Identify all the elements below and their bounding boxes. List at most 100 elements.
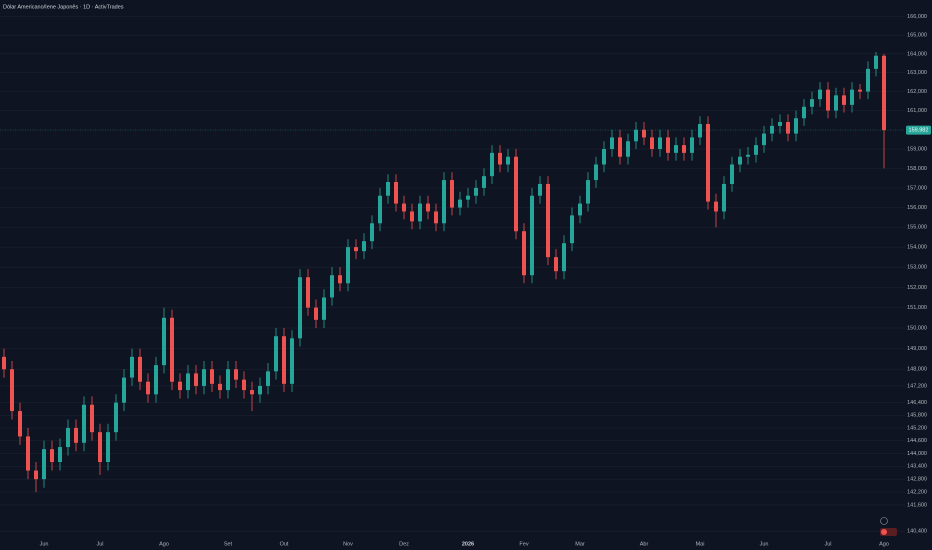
y-tick-label: 165,000 — [907, 33, 927, 39]
candle-body — [66, 427, 70, 448]
x-tick-label: Ago — [879, 541, 889, 547]
grid — [0, 16, 905, 532]
y-tick-label: 156,000 — [907, 205, 927, 211]
candle-body — [698, 123, 702, 138]
candle-body — [394, 182, 398, 204]
x-tick-label: Nov — [343, 541, 353, 547]
y-tick-label: 146,400 — [907, 400, 927, 406]
candle-body — [50, 449, 54, 462]
candle-body — [490, 152, 494, 177]
candle-body — [202, 369, 206, 386]
candle-body — [2, 356, 6, 370]
candle-body — [362, 241, 366, 252]
candle-body — [522, 231, 526, 276]
candle-body — [554, 257, 558, 272]
candle-body — [610, 137, 614, 149]
candle-body — [866, 68, 870, 92]
candle-body — [458, 199, 462, 208]
candle-body — [130, 356, 134, 378]
x-tick-label: Jul — [96, 541, 103, 547]
candle-body — [34, 470, 38, 480]
x-tick-label: 2026 — [462, 541, 474, 547]
y-tick-label: 157,000 — [907, 185, 927, 191]
candle-body — [410, 211, 414, 222]
candle-body — [378, 195, 382, 224]
y-tick-label: 153,000 — [907, 265, 927, 271]
y-tick-label: 141,600 — [907, 503, 927, 509]
candle-body — [794, 118, 798, 134]
price-axis: 166,000 165,000 164,000 163,000 162,000 161,0… — [40, 14, 931, 547]
y-tick-label: 152,000 — [907, 285, 927, 291]
x-tick-label: Jun — [40, 541, 49, 547]
alert-icon[interactable] — [880, 517, 888, 525]
y-tick-label: 143,400 — [907, 464, 927, 470]
x-tick-label: Ago — [159, 541, 169, 547]
last-price-tag — [906, 125, 931, 135]
y-tick-label: 145,800 — [907, 413, 927, 419]
y-tick-label: 159,000 — [907, 146, 927, 152]
candle-body — [658, 137, 662, 149]
candle-body — [290, 338, 294, 384]
candle-body — [338, 275, 342, 284]
candle-body — [826, 89, 830, 111]
y-tick-label: 142,200 — [907, 490, 927, 496]
candle-body — [474, 187, 478, 196]
candle-body — [186, 373, 190, 391]
y-tick-label: 144,000 — [907, 451, 927, 457]
candle-body — [810, 99, 814, 107]
candle-body — [250, 390, 254, 395]
candle-body — [666, 137, 670, 153]
y-tick-label: 151,000 — [907, 305, 927, 311]
candle-body — [858, 89, 862, 92]
candle-body — [242, 379, 246, 391]
candle-body — [722, 183, 726, 212]
candle-body — [682, 145, 686, 153]
y-tick-label: 144,600 — [907, 438, 927, 444]
candle-body — [618, 137, 622, 157]
y-tick-label: 147,200 — [907, 383, 927, 389]
candle-body — [586, 180, 590, 204]
y-tick-label: 166,000 — [907, 14, 927, 20]
candle-body — [306, 277, 310, 308]
candle-body — [194, 373, 198, 386]
candle-body — [418, 203, 422, 222]
candle-body — [786, 122, 790, 134]
candle-body — [746, 154, 750, 157]
x-tick-label: Mar — [575, 541, 585, 547]
candle-body — [226, 369, 230, 391]
chart-title: Dólar Americano/Iene Japonês · 1D · Acti… — [3, 4, 124, 10]
candle-body — [74, 427, 78, 443]
y-tick-label: 140,400 — [907, 529, 927, 535]
candle-body — [546, 183, 550, 258]
candle-body — [770, 125, 774, 134]
candle-body — [10, 369, 14, 412]
candle-body — [442, 180, 446, 224]
y-tick-label: 161,000 — [907, 108, 927, 114]
candle-body — [370, 223, 374, 242]
candle-body — [642, 129, 646, 138]
candle-body — [178, 381, 182, 391]
candle-body — [578, 203, 582, 216]
candle-body — [266, 371, 270, 386]
candle-body — [258, 385, 262, 395]
candle-body — [434, 211, 438, 224]
candle-body — [298, 277, 302, 339]
candle-body — [754, 145, 758, 155]
y-tick-label: 142,800 — [907, 477, 927, 483]
x-tick-label: Jun — [760, 541, 769, 547]
candle-body — [594, 164, 598, 181]
candle-body — [818, 89, 822, 100]
candle-body — [738, 156, 742, 165]
candle-body — [802, 106, 806, 119]
event-dot — [881, 529, 887, 535]
y-tick-label: 145,200 — [907, 425, 927, 431]
candle-body — [146, 381, 150, 395]
candle-body — [218, 383, 222, 391]
candle-body — [634, 129, 638, 142]
x-tick-label: Dez — [399, 541, 409, 547]
candle-body — [850, 89, 854, 105]
candle-body — [114, 402, 118, 433]
candle-body — [882, 55, 886, 131]
